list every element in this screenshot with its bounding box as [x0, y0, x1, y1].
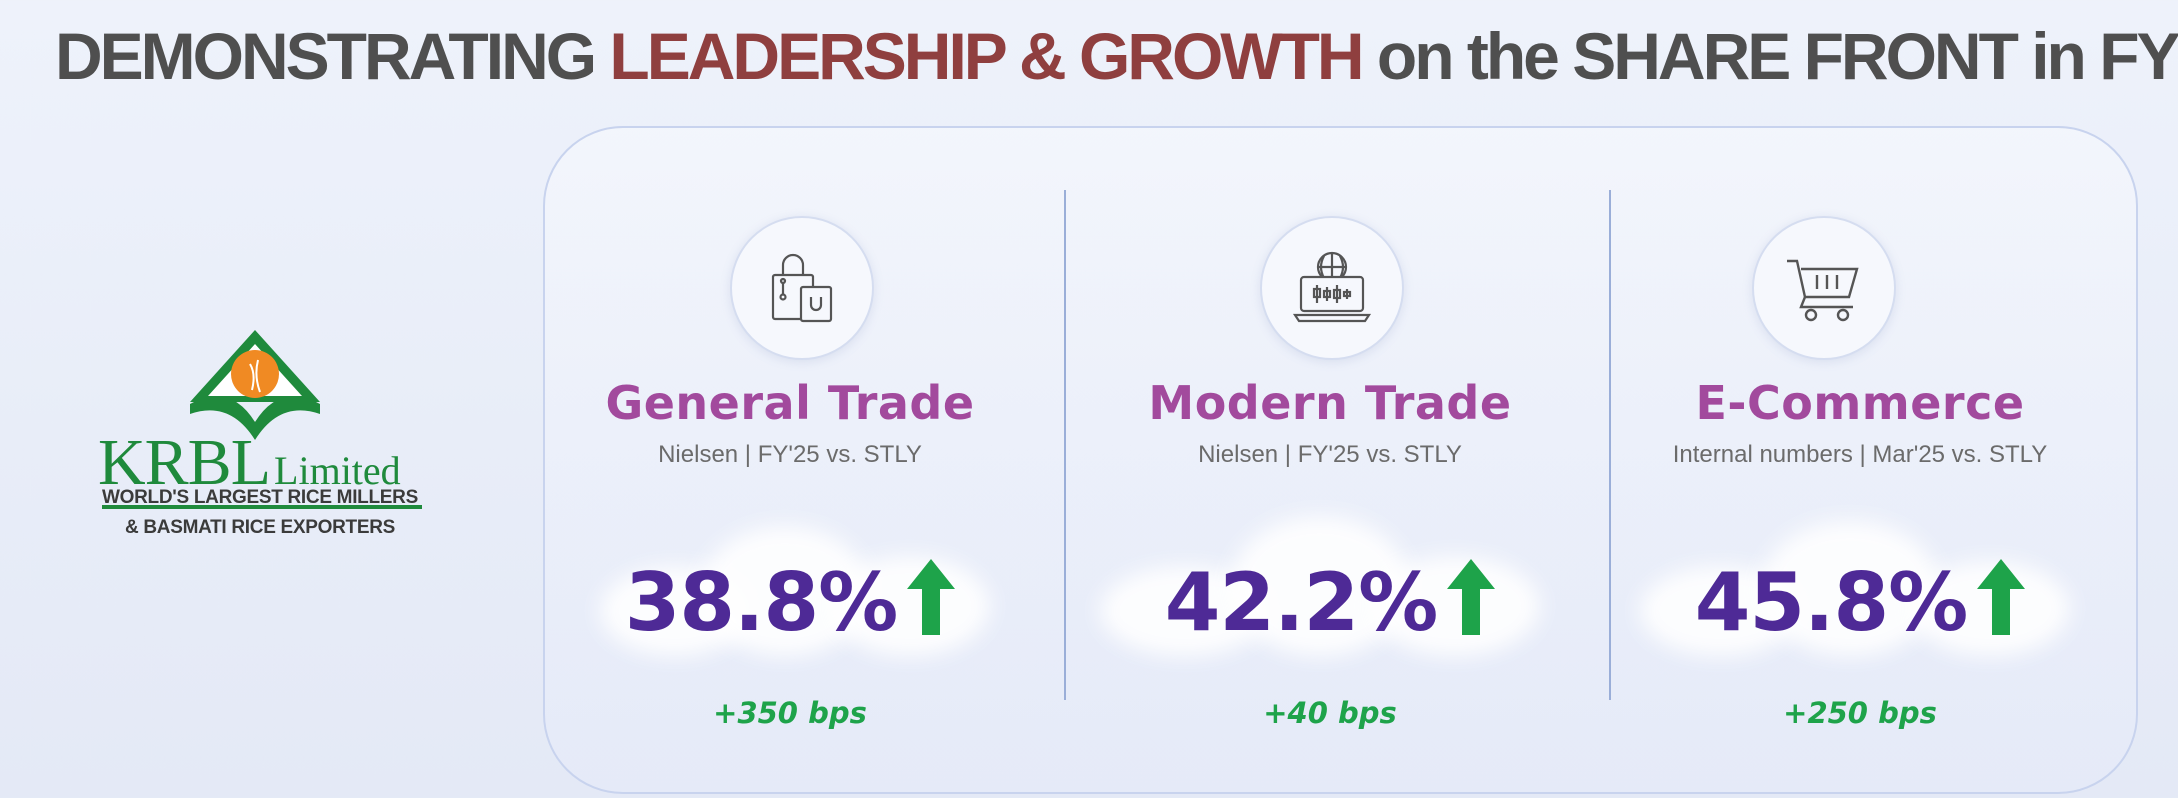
- cloud-decoration: [1630, 506, 2100, 681]
- logo-tagline-1: WORLD'S LARGEST RICE MILLERS: [102, 487, 418, 508]
- headline-text-2: on the SHARE FRONT in FY25: [1361, 19, 2178, 93]
- column-divider: [1609, 190, 1611, 700]
- page-headline: DEMONSTRATING LEADERSHIP & GROWTH on the…: [55, 18, 2178, 94]
- icon-badge: [730, 216, 874, 360]
- krbl-logo: KRBL Limited WORLD'S LARGEST RICE MILLERS…: [80, 330, 440, 570]
- metric-e-commerce: E-Commerce Internal numbers | Mar'25 vs.…: [1630, 126, 2090, 794]
- icon-badge: [1752, 216, 1896, 360]
- metric-title: E-Commerce: [1695, 376, 2025, 430]
- logo-suffix: Limited: [274, 448, 401, 493]
- metric-value: 45.8%: [1694, 556, 1969, 649]
- logo-underline: [102, 505, 422, 509]
- metric-value: 42.2%: [1164, 556, 1439, 649]
- metric-title: General Trade: [605, 376, 975, 430]
- logo-wordmark: KRBL Limited: [98, 425, 401, 501]
- metric-change: +350 bps: [713, 696, 867, 730]
- logo-emblem-icon: [190, 330, 320, 440]
- logo-tagline-2: & BASMATI RICE EXPORTERS: [124, 517, 396, 538]
- headline-text-1: DEMONSTRATING: [55, 19, 610, 93]
- cloud-decoration: [560, 506, 1030, 681]
- metric-change: +250 bps: [1783, 696, 1937, 730]
- up-arrow-icon: [1977, 558, 2026, 635]
- shopping-cart-icon: [1787, 259, 1859, 322]
- metric-subtitle: Nielsen | FY'25 vs. STLY: [1198, 441, 1462, 468]
- metric-subtitle: Nielsen | FY'25 vs. STLY: [658, 441, 922, 468]
- headline-accent: LEADERSHIP & GROWTH: [609, 19, 1364, 93]
- logo-name: KRBL: [98, 426, 271, 499]
- cloud-decoration: [1100, 506, 1570, 681]
- metric-value-row: 38.8%: [560, 556, 1020, 649]
- metric-value-row: 45.8%: [1630, 556, 2090, 649]
- column-divider: [1064, 190, 1066, 700]
- up-arrow-icon: [907, 558, 956, 635]
- metric-modern-trade: Modern Trade Nielsen | FY'25 vs. STLY 42…: [1100, 126, 1560, 794]
- up-arrow-icon: [1447, 558, 1496, 635]
- shopping-bags-icon: [771, 253, 833, 323]
- metric-change: +40 bps: [1263, 696, 1397, 730]
- metric-title: Modern Trade: [1148, 376, 1512, 430]
- icon-badge: [1260, 216, 1404, 360]
- metric-value-row: 42.2%: [1100, 556, 1560, 649]
- metric-general-trade: General Trade Nielsen | FY'25 vs. STLY 3…: [560, 126, 1020, 794]
- metric-value: 38.8%: [624, 556, 899, 649]
- global-market-icon: [1292, 251, 1372, 323]
- metric-subtitle: Internal numbers | Mar'25 vs. STLY: [1672, 441, 2048, 468]
